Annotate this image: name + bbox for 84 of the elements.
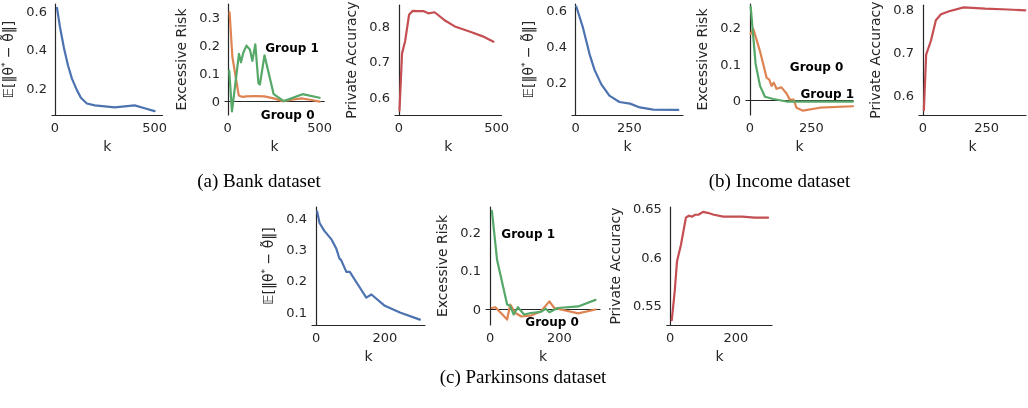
y-tick-label: 0.6 (893, 88, 914, 104)
y-axis-title: Private Accuracy (867, 1, 884, 119)
x-axis-title: k (270, 138, 280, 154)
x-axis-title: k (715, 348, 725, 364)
line-series (749, 28, 855, 112)
y-tick-label: 0.8 (893, 1, 914, 17)
y-axis-title: Excessive Risk (434, 214, 451, 318)
line-series (749, 5, 855, 103)
text: (c) Parkinsons dataset (438, 366, 608, 388)
y-tick-label: 0.1 (460, 263, 481, 279)
x-tick-label: 200 (372, 330, 398, 345)
y-tick-label: 0.4 (26, 42, 47, 58)
x-tick-label: 0 (665, 330, 675, 345)
x-tick-label: 250 (616, 120, 642, 135)
x-axis-title: k (364, 348, 374, 364)
y-axis-title: Excessive Risk (173, 7, 190, 111)
x-axis-title: k (538, 348, 548, 364)
y-tick-label: 0.2 (26, 80, 47, 96)
y-tick-label: 0.2 (286, 273, 307, 289)
y-tick-label: 0.6 (26, 4, 47, 20)
series-label: Group 1 (265, 41, 319, 56)
y-tick-label: 0 (732, 92, 741, 108)
y-tick-label: 0.2 (460, 224, 481, 240)
line-series (922, 6, 1027, 112)
x-tick-label: 250 (974, 120, 1000, 135)
y-tick-label: 0.4 (546, 38, 567, 54)
x-tick-label: 0 (223, 120, 232, 135)
y-tick-label: 0.1 (199, 65, 220, 81)
y-axis-title: 𝔼[‖θ* − θ̃‖] (259, 227, 278, 305)
y-axis-title: 𝔼[‖θ* − θ̃‖] (0, 20, 18, 99)
x-axis-title: k (968, 138, 978, 154)
text: (b) Income dataset (707, 170, 852, 192)
x-tick-label: 0 (50, 120, 60, 135)
y-tick-label: 0 (211, 93, 220, 109)
y-tick-label: 0.1 (720, 56, 741, 72)
y-tick-label: 0.7 (369, 54, 390, 70)
y-tick-label: 0.4 (286, 210, 307, 226)
line-series (316, 210, 421, 321)
x-tick-label: 200 (723, 330, 749, 345)
x-tick-label: 500 (484, 120, 510, 135)
y-tick-label: 0.6 (641, 249, 662, 265)
line-series (575, 5, 680, 112)
y-tick-label: 0.65 (632, 201, 662, 217)
x-tick-label: 0 (571, 120, 580, 135)
y-tick-label: 0.7 (893, 45, 914, 61)
y-axis-title: Private Accuracy (607, 207, 623, 325)
y-tick-label: 0.1 (286, 304, 307, 320)
y-tick-label: 0.55 (632, 298, 662, 314)
y-axis-title: Excessive Risk (694, 7, 711, 111)
x-axis-title: k (623, 138, 633, 154)
y-axis-title: Private Accuracy (343, 1, 360, 119)
x-tick-label: 0 (745, 120, 755, 135)
series-label: Group 0 (789, 59, 844, 74)
x-tick-label: 250 (799, 120, 824, 135)
x-tick-label: 0 (311, 330, 321, 345)
y-tick-label: 0.6 (546, 2, 567, 18)
x-tick-label: 500 (142, 120, 168, 135)
y-tick-label: 0.2 (720, 20, 741, 36)
series-label: Group 1 (501, 226, 556, 241)
line-series (228, 11, 321, 103)
x-tick-label: 500 (307, 120, 333, 135)
x-tick-label: 0 (394, 120, 404, 135)
series-label: Group 1 (800, 87, 855, 102)
x-tick-label: 200 (547, 330, 572, 345)
x-axis-title: k (444, 138, 454, 154)
y-tick-label: 0.2 (546, 75, 567, 91)
line-series (398, 9, 495, 112)
line-series (670, 210, 770, 322)
y-tick-label: 0.3 (199, 10, 220, 26)
x-axis-title: k (795, 138, 805, 154)
text: (a) Bank dataset (196, 170, 322, 192)
line-series (55, 6, 156, 113)
y-tick-label: 0.8 (369, 18, 390, 34)
y-tick-label: 0.6 (369, 89, 390, 105)
x-tick-label: 0 (918, 120, 927, 135)
x-tick-label: 0 (486, 330, 495, 345)
line-series (490, 209, 597, 316)
y-axis-title: 𝔼[‖θ* − θ̃‖] (519, 20, 538, 99)
series-label: Group 0 (260, 107, 315, 122)
y-tick-label: 0.2 (199, 38, 220, 54)
series-label: Group 0 (525, 314, 579, 329)
y-tick-label: 0 (472, 302, 481, 318)
y-tick-label: 0.3 (286, 241, 307, 257)
x-axis-title: k (103, 138, 113, 154)
